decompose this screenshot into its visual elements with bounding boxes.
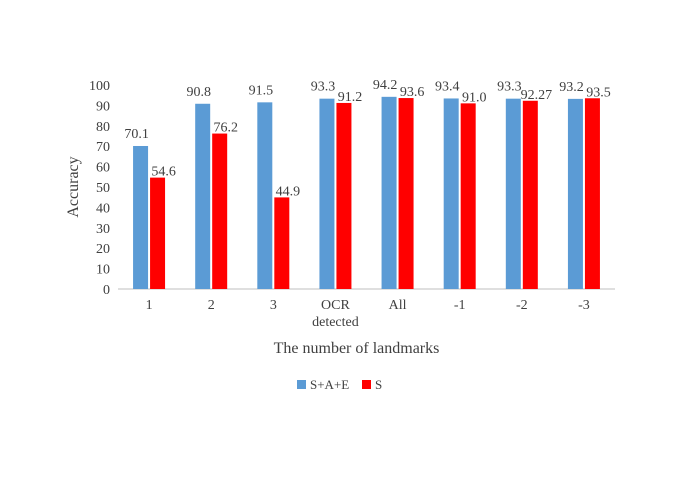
y-tick-label: 30 (96, 222, 110, 237)
y-tick-label: 40 (96, 201, 110, 216)
x-tick-label: All (389, 298, 407, 313)
bar-sae (381, 96, 397, 289)
data-label: 70.1 (124, 127, 149, 142)
y-tick-label: 50 (96, 181, 110, 196)
y-tick-label: 80 (96, 120, 110, 135)
bar-s (336, 102, 352, 290)
y-tick-label: 10 (96, 263, 110, 278)
bar-sae (319, 98, 335, 289)
data-label: 91.2 (338, 90, 363, 105)
data-label: 44.9 (276, 184, 301, 199)
data-label: 93.6 (400, 85, 425, 100)
bar-sae (567, 98, 583, 289)
bar-sae (443, 98, 459, 290)
x-axis-ticks: 1 2 3 OCR detected All -1 -2 -3 (146, 298, 590, 330)
bar-s (584, 98, 600, 289)
y-axis-ticks: 0 10 20 30 40 50 60 70 80 90 100 (89, 79, 110, 298)
x-tick-label: detected (312, 315, 359, 330)
x-tick-label: -2 (516, 298, 528, 313)
legend-label: S+A+E (310, 377, 349, 392)
y-tick-label: 100 (89, 79, 110, 94)
data-label: 92.27 (521, 88, 553, 103)
x-tick-label: -3 (578, 298, 590, 313)
bar-sae (257, 102, 273, 289)
x-axis-title: The number of landmarks (274, 340, 440, 357)
y-tick-label: 90 (96, 99, 110, 114)
bar-s (274, 197, 290, 289)
bar-s (150, 177, 166, 289)
data-label: 54.6 (151, 165, 176, 180)
x-tick-label: 2 (208, 298, 215, 313)
bar-sae (505, 98, 521, 289)
legend-swatch (362, 380, 371, 389)
data-label: 94.2 (373, 78, 398, 93)
bar-s (460, 103, 476, 289)
y-tick-label: 60 (96, 161, 110, 176)
bar-s (522, 100, 538, 290)
data-label: 93.4 (435, 79, 460, 94)
x-tick-label: 1 (146, 298, 153, 313)
bar-s (212, 133, 228, 289)
x-tick-label: OCR (321, 298, 350, 313)
data-label: 91.0 (462, 90, 487, 105)
data-label: 93.3 (311, 80, 336, 95)
data-labels: 70.154.690.876.291.544.993.391.294.2 93.6… (124, 78, 610, 200)
legend-label: S (375, 377, 382, 392)
x-tick-label: 3 (270, 298, 277, 313)
data-label: 93.5 (586, 85, 611, 100)
data-label: 93.3 (497, 80, 522, 95)
y-tick-label: 0 (103, 283, 110, 298)
y-tick-label: 70 (96, 140, 110, 155)
bar-sae (195, 103, 211, 289)
legend: S+A+E S (297, 377, 382, 392)
bars (133, 96, 600, 290)
data-label: 91.5 (249, 83, 274, 98)
data-label: 90.8 (186, 85, 211, 100)
x-tick-label: -1 (454, 298, 466, 313)
y-axis-title: Accuracy (65, 156, 82, 217)
y-tick-label: 20 (96, 242, 110, 257)
legend-swatch (297, 380, 306, 389)
bar-sae (133, 145, 149, 289)
data-label: 93.2 (559, 80, 584, 95)
bar-s (398, 98, 414, 289)
data-label: 76.2 (213, 121, 238, 136)
